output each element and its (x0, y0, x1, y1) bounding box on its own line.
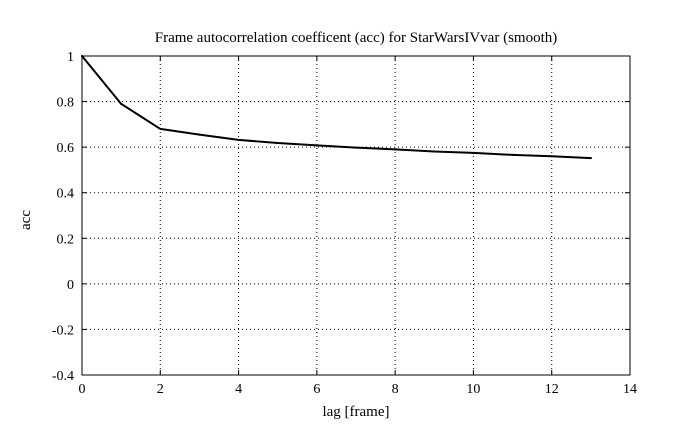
x-tick-label: 2 (157, 382, 164, 397)
data-point (315, 144, 318, 147)
series-line (81, 55, 592, 160)
data-point (120, 102, 123, 105)
data-point (589, 157, 592, 160)
data-point (159, 127, 162, 130)
y-axis-label: acc (18, 210, 34, 230)
data-point (433, 150, 436, 153)
data-point (198, 133, 201, 136)
data-point (394, 148, 397, 151)
data-point (276, 142, 279, 145)
data-point (237, 138, 240, 141)
y-tick-label: 0.8 (57, 96, 75, 111)
x-tick-label: 12 (545, 382, 559, 397)
y-tick-label: 0.4 (57, 187, 75, 202)
data-point (472, 151, 475, 154)
x-tick-label: 8 (392, 382, 399, 397)
plot-frame (81, 55, 631, 376)
data-point (355, 146, 357, 149)
x-axis-label: lag [frame] (322, 404, 389, 420)
y-tick-label: -0.2 (52, 323, 74, 338)
y-tick-label: 0 (67, 278, 74, 293)
data-point (511, 153, 514, 156)
x-tick-label: 4 (235, 382, 242, 397)
y-tick-label: 1 (67, 50, 74, 65)
data-point (550, 155, 553, 158)
x-tick-label: 14 (623, 382, 637, 397)
series-layer (81, 55, 592, 160)
y-tick-label: -0.4 (52, 369, 74, 384)
axis-ticks: 0 2 4 6 8 10 12 14 -0.4 -0.2 0 0.2 0.4 0.6 0.8 1 (52, 50, 637, 397)
y-tick-label: 0.6 (57, 141, 75, 156)
grid-lines (82, 56, 630, 375)
x-tick-label: 6 (313, 382, 320, 397)
x-tick-label: 0 (79, 382, 86, 397)
y-tick-label: 0.2 (57, 232, 75, 247)
x-tick-label: 10 (466, 382, 480, 397)
chart-title: Frame autocorrelation coefficent (acc) f… (155, 30, 558, 46)
